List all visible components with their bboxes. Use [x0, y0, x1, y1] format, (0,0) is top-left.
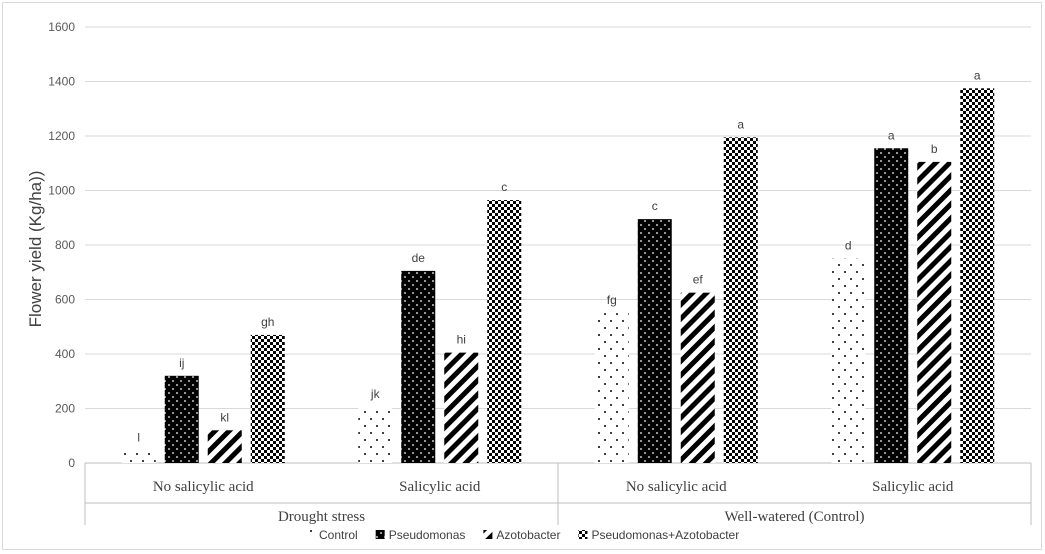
bar-pseudomonas: [637, 219, 672, 463]
bar-label: de: [412, 251, 426, 265]
legend-swatch: [483, 530, 493, 539]
bar-pseudomonas-azotobacter: [487, 200, 522, 463]
bar-label: hi: [457, 333, 466, 347]
x-tick-label: Salicylic acid: [872, 479, 954, 495]
legend: Control Pseudomonas Azotobacter Pseudomonas…: [306, 528, 739, 542]
x-tick-label: No salicylic acid: [153, 479, 254, 495]
y-tick-label: 800: [55, 238, 75, 252]
y-tick-label: 1400: [48, 75, 75, 89]
y-tick-label: 1200: [48, 129, 75, 143]
y-tick-label: 200: [55, 402, 75, 416]
bar-label: ij: [179, 356, 184, 370]
bar-label: a: [888, 128, 895, 142]
bar-pseudomonas: [874, 148, 909, 463]
y-tick-label: 400: [55, 347, 75, 361]
bar-label: d: [845, 239, 852, 253]
bar-azotobacter: [680, 292, 715, 463]
bar-significance-labels: l ij kl gh jk de hi c fg c ef a d a b a: [137, 68, 980, 444]
legend-swatch: [306, 530, 315, 539]
bar-label: c: [501, 180, 507, 194]
bar-label: jk: [370, 387, 381, 401]
bar-azotobacter: [207, 430, 242, 463]
legend-swatch: [375, 530, 385, 539]
bar-azotobacter: [444, 352, 479, 463]
x-axis: No salicylic acid Salicylic acid No salicy…: [84, 463, 1032, 525]
bar-pseudomonas: [401, 270, 436, 463]
bar-label: ef: [693, 273, 704, 287]
x-tick-label: No salicylic acid: [626, 479, 727, 495]
legend-label: Pseudomonas+Azotobacter: [591, 528, 739, 542]
bar-label: c: [652, 199, 658, 213]
bar-label: b: [931, 142, 938, 156]
bar-pseudomonas-azotobacter: [960, 88, 995, 463]
bar-control: [358, 407, 393, 463]
gridlines: [85, 26, 1031, 464]
legend-label: Pseudomonas: [389, 528, 466, 542]
bar-label: gh: [261, 315, 274, 329]
bar-label: l: [137, 431, 140, 445]
bar-label: kl: [220, 410, 229, 424]
bar-control: [594, 313, 629, 463]
bar-pseudomonas-azotobacter: [723, 137, 758, 464]
bar-label: a: [737, 117, 744, 131]
x-group-label: Drought stress: [278, 509, 365, 525]
legend-label: Azotobacter: [496, 528, 560, 542]
legend-label: Control: [319, 528, 358, 542]
flower-yield-chart: 0 200 400 600 800 1000 1200 1400 1600 l ij kl gh jk d…: [26, 20, 1032, 542]
y-tick-label: 0: [68, 456, 75, 470]
x-tick-label: Salicylic acid: [399, 479, 481, 495]
y-tick-label: 600: [55, 293, 75, 307]
bar-label: a: [974, 68, 981, 82]
y-axis-label: Flower yield (Kg/ha)): [26, 171, 45, 328]
bar-control: [121, 450, 156, 463]
y-tick-label: 1600: [48, 20, 75, 34]
bar-pseudomonas: [164, 375, 199, 463]
x-group-label: Well-watered (Control): [725, 509, 865, 525]
bars: [121, 88, 995, 464]
legend-swatch: [578, 530, 588, 539]
bar-label: fg: [607, 293, 617, 307]
bar-pseudomonas-azotobacter: [250, 334, 285, 463]
y-tick-labels: 0 200 400 600 800 1000 1200 1400 1600: [48, 20, 75, 470]
y-tick-label: 1000: [48, 184, 75, 198]
bar-control: [831, 258, 866, 463]
bar-azotobacter: [917, 161, 952, 463]
